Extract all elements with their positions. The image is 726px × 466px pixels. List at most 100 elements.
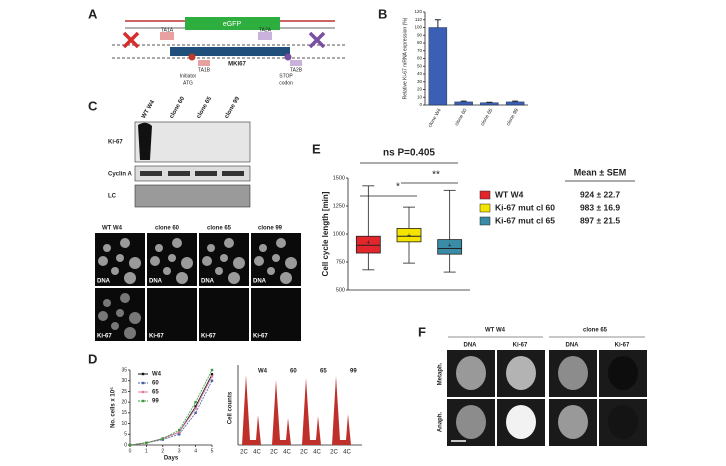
channel-label: Ki-67	[513, 343, 528, 349]
nucleus	[120, 238, 130, 248]
nucleus	[116, 254, 124, 262]
construct-diagram: eGFP MKI67 TA1A TA1B TA2A TA2B Initiator…	[112, 17, 345, 86]
y-tick-label: 750	[336, 259, 345, 265]
cell	[456, 356, 486, 390]
box	[355, 235, 381, 254]
lane-label: clone 65	[196, 95, 214, 119]
x-label: 2C	[300, 450, 308, 456]
y-tick-label: 60	[417, 56, 423, 61]
dna-histograms: Cell counts W4 60 65 99 2C 4C 2C 4C 2C 4…	[228, 365, 362, 456]
row-label: LC	[108, 194, 117, 200]
bar	[480, 102, 499, 106]
nucleus	[285, 257, 297, 269]
nucleus	[272, 254, 280, 262]
label: Initiator	[180, 73, 197, 79]
y-tick-label: 20	[121, 399, 127, 405]
nucleus	[129, 257, 141, 269]
legend-label: Ki-67 mut cl 60	[495, 202, 555, 212]
stats-table: Mean ± SEM 924 ± 22.7 983 ± 16.9 897 ± 2…	[565, 167, 635, 225]
y-tick-label: 10	[121, 421, 127, 427]
y-tick-label: 1000	[333, 231, 345, 237]
mean-marker: +	[448, 242, 452, 249]
y-tick-label: 50	[417, 63, 423, 68]
label: MKI67	[228, 62, 246, 68]
x-label: 4C	[253, 450, 261, 456]
legend-swatch	[479, 190, 491, 200]
nucleus	[103, 244, 111, 252]
micrograph	[147, 288, 197, 341]
nucleus	[181, 257, 193, 269]
x-tick-label: clone 99	[505, 107, 520, 127]
channel-label: DNA	[97, 279, 111, 285]
nucleus	[259, 244, 267, 252]
x-label: 4C	[313, 450, 321, 456]
x-tick-label: 2	[161, 448, 164, 454]
bar	[505, 101, 525, 106]
y-tick-label: 1500	[333, 175, 345, 181]
y-tick-label: 0	[419, 102, 422, 107]
channel-label: Ki-67	[149, 334, 164, 340]
legend-swatch	[479, 203, 491, 213]
legend-label: Ki-67 mut cl 65	[495, 215, 555, 225]
mitosis-images: WT W4 clone 65 DNA Ki-67 DNA Ki-67 Metap…	[438, 328, 645, 433]
mean-marker: +	[366, 239, 370, 246]
axis-label: Cell counts	[228, 391, 234, 424]
y-tick-label: 30	[121, 378, 127, 384]
legend-swatch	[479, 216, 491, 226]
mean-marker: +	[407, 233, 411, 240]
sample-label: W4	[258, 369, 268, 375]
label: TA1B	[198, 67, 211, 73]
x-tick-label: 4	[194, 448, 197, 454]
nucleus	[129, 312, 141, 324]
y-tick-label: 25	[121, 389, 127, 395]
x-tick-label: clone 60	[454, 107, 469, 127]
cell	[558, 405, 588, 439]
row-label: Ki-67	[108, 140, 123, 146]
lane-label: WT W4	[141, 99, 157, 120]
y-tick-label: 70	[417, 48, 423, 53]
channel-label: Ki-67	[97, 334, 112, 340]
row-label: Cyclin A	[108, 172, 132, 178]
nucleus	[124, 272, 136, 284]
stats-row: 983 ± 16.9	[580, 202, 620, 212]
nucleus	[111, 267, 119, 275]
y-axis-label: Relative Ki-67 mRNA expression (%)	[402, 17, 408, 99]
nucleus	[98, 256, 108, 266]
point	[194, 405, 197, 408]
mitosis-grid	[447, 350, 647, 446]
nucleus	[172, 238, 182, 248]
y-tick-label: 20	[417, 87, 423, 92]
x-tick-label: clone W4	[427, 107, 443, 128]
panel-label: A	[88, 6, 98, 21]
point	[178, 428, 181, 432]
annotation: ns P=0.405	[383, 148, 435, 159]
significance: **	[432, 170, 440, 181]
significance: *	[396, 182, 400, 193]
nucleus	[103, 299, 111, 307]
y-tick-label: 35	[121, 367, 127, 373]
sample-label: 99	[350, 369, 357, 375]
legend-label: WT W4	[495, 189, 524, 199]
point	[210, 375, 214, 378]
nucleus	[176, 272, 188, 284]
nucleus	[207, 244, 215, 252]
x-tick-label: 1	[145, 448, 148, 454]
point	[194, 407, 197, 410]
label: STOP	[279, 73, 293, 79]
cell	[608, 405, 638, 439]
box	[396, 227, 422, 243]
x-tick-label: 5	[211, 448, 214, 454]
lane-label: clone 99	[224, 95, 242, 119]
point	[128, 443, 132, 447]
legend-marker	[141, 399, 145, 403]
sample-label: 60	[290, 369, 297, 375]
channel-label: DNA	[464, 343, 478, 349]
legend-label: W4	[152, 372, 162, 378]
series-line	[129, 369, 213, 446]
channel-label: DNA	[253, 279, 267, 285]
row-label: Anaph.	[438, 412, 444, 433]
point	[194, 400, 197, 404]
channel-label: DNA	[201, 279, 215, 285]
